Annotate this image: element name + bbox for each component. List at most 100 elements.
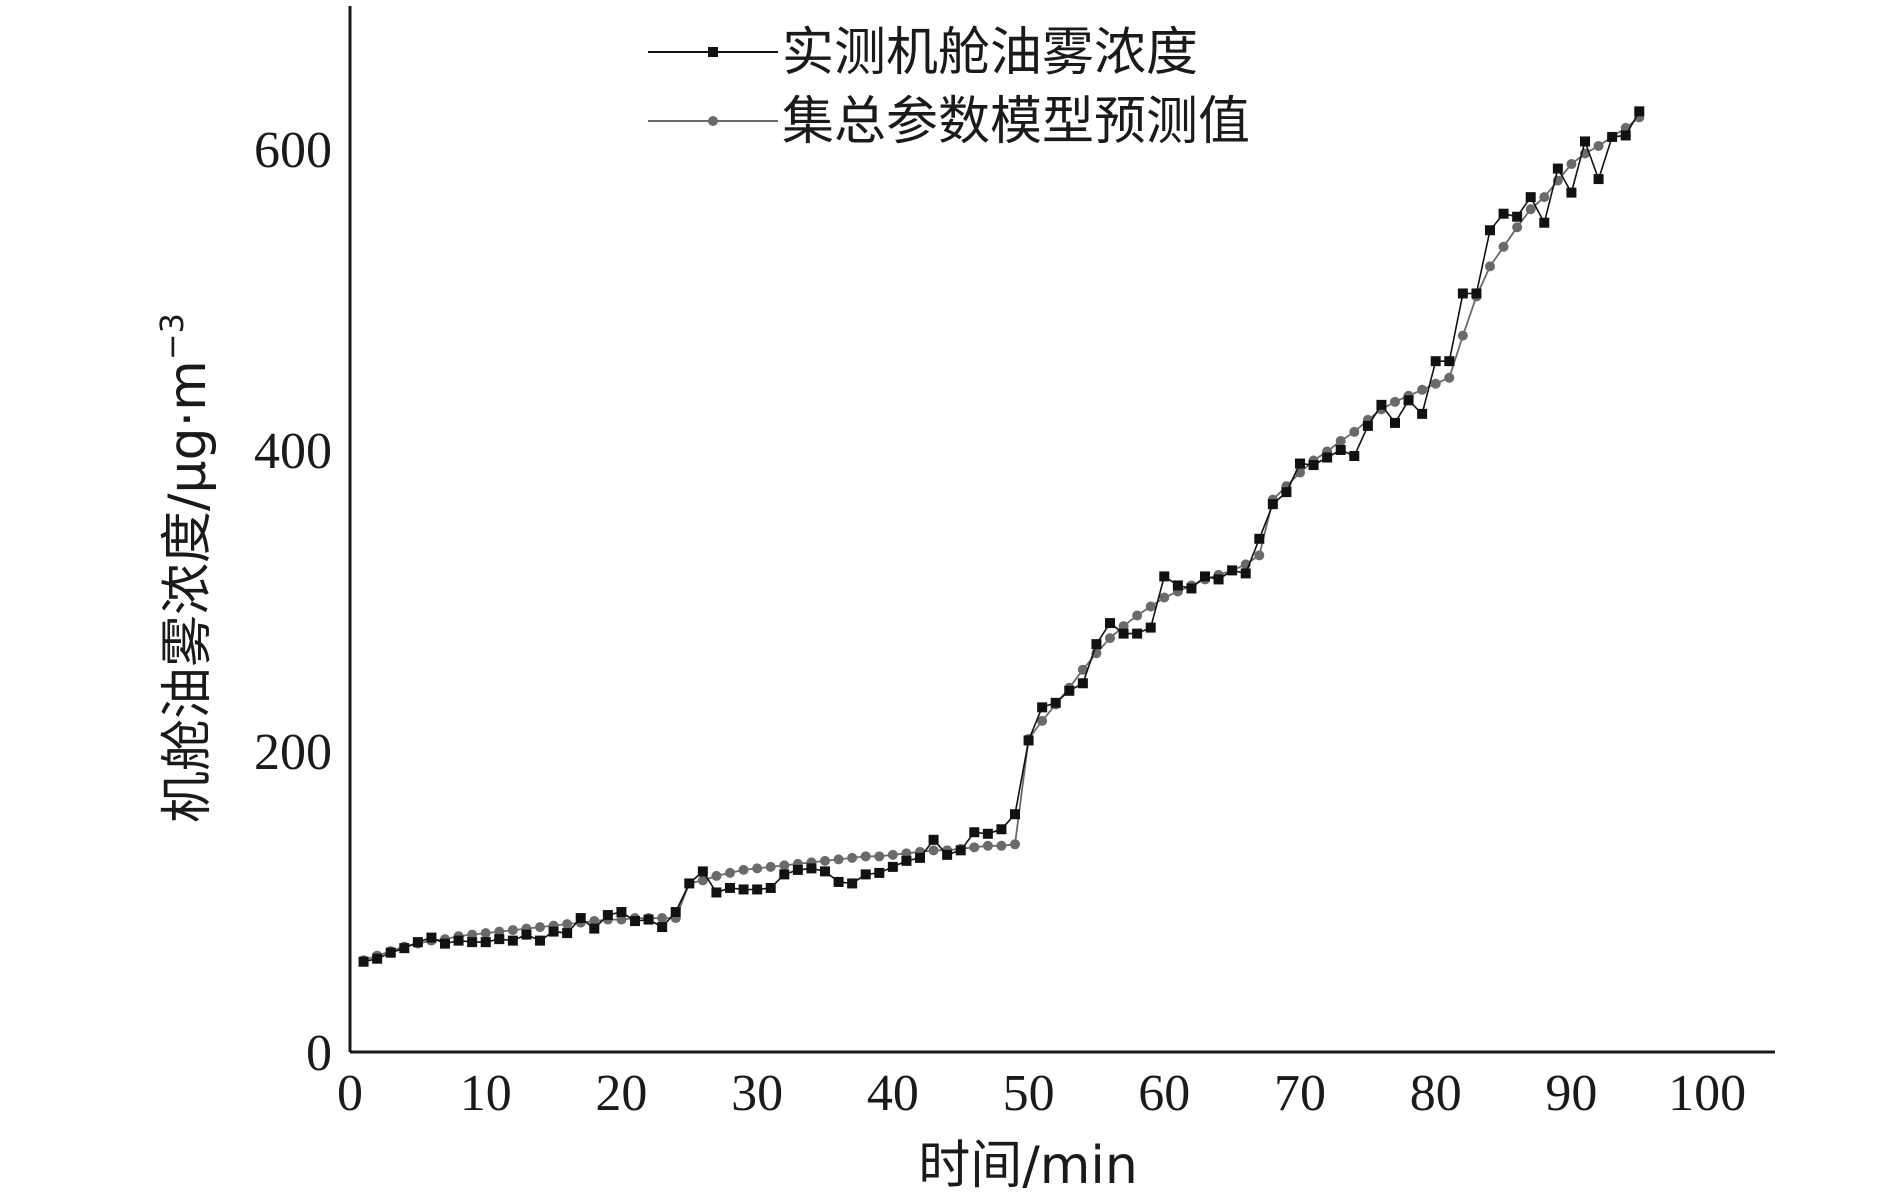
- data-point-measured: [1213, 574, 1224, 585]
- data-point-measured: [752, 884, 763, 895]
- data-point-predicted: [901, 848, 912, 859]
- data-point-measured: [1077, 678, 1088, 689]
- data-point-measured: [779, 869, 790, 880]
- data-point-measured: [1010, 809, 1020, 820]
- data-point-predicted: [725, 867, 735, 878]
- data-point-measured: [1539, 217, 1550, 228]
- data-point-measured: [358, 956, 369, 967]
- data-point-measured: [1050, 697, 1061, 708]
- data-point-predicted: [738, 864, 749, 875]
- data-point-measured: [1159, 571, 1170, 582]
- data-point-measured: [440, 938, 450, 949]
- x-tick-label: 70: [1274, 1065, 1326, 1122]
- data-point-predicted: [657, 913, 668, 924]
- data-point-measured: [1634, 106, 1645, 117]
- data-point-measured: [874, 867, 885, 878]
- data-point-measured: [1362, 420, 1373, 431]
- data-point-predicted: [1010, 839, 1020, 850]
- y-tick-label: 0: [306, 1025, 332, 1082]
- data-point-predicted: [928, 845, 939, 856]
- data-point-measured: [1471, 288, 1482, 299]
- data-point-measured: [1105, 618, 1115, 629]
- data-point-predicted: [494, 926, 505, 937]
- x-tick-label: 90: [1545, 1065, 1597, 1122]
- data-point-predicted: [1335, 435, 1346, 446]
- y-tick-label: 200: [254, 724, 332, 781]
- data-point-measured: [1376, 399, 1387, 410]
- data-point-predicted: [1254, 550, 1265, 561]
- data-point-predicted: [1417, 384, 1428, 395]
- data-point-measured: [860, 869, 871, 880]
- data-point-measured: [1295, 458, 1305, 469]
- data-point-measured: [1132, 628, 1143, 639]
- data-point-measured: [928, 834, 939, 845]
- data-point-measured: [372, 953, 383, 964]
- y-tick-labels: 0 200 400 600: [254, 122, 332, 1082]
- data-point-measured: [1091, 639, 1102, 650]
- y-tick-label: 400: [254, 423, 332, 480]
- data-point-predicted: [616, 914, 627, 925]
- data-point-predicted: [535, 922, 545, 933]
- data-point-measured: [1240, 568, 1251, 579]
- data-point-measured: [1267, 499, 1278, 510]
- data-point-predicted: [752, 863, 763, 874]
- data-point-measured: [657, 922, 668, 933]
- data-point-predicted: [1525, 204, 1536, 215]
- data-point-predicted: [1485, 261, 1495, 272]
- data-point-measured: [1498, 208, 1509, 219]
- data-point-predicted: [1077, 664, 1088, 675]
- y-axis-title-main: 机舱油雾浓度/μg·m: [158, 360, 218, 823]
- data-point-predicted: [1498, 241, 1509, 252]
- data-point-measured: [562, 928, 573, 939]
- data-point-measured: [630, 916, 640, 927]
- data-point-measured: [453, 935, 464, 946]
- data-point-measured: [996, 824, 1007, 835]
- data-point-measured: [467, 937, 478, 948]
- data-point-predicted: [1566, 159, 1577, 170]
- series-layer: [358, 106, 1645, 967]
- data-point-measured: [480, 937, 491, 948]
- data-point-predicted: [887, 849, 898, 860]
- data-point-measured: [1390, 417, 1400, 428]
- legend: 实测机舱油雾浓度 集总参数模型预测值: [648, 23, 1250, 152]
- data-point-measured: [1349, 451, 1360, 462]
- data-point-measured: [1444, 356, 1455, 367]
- y-axis-title: 机舱油雾浓度/μg·m−3: [153, 313, 218, 823]
- data-point-predicted: [1593, 140, 1604, 151]
- legend-label-predicted: 集总参数模型预测值: [782, 92, 1250, 152]
- legend-marker-measured: [708, 47, 718, 57]
- data-point-predicted: [1430, 378, 1441, 389]
- data-point-measured: [982, 828, 993, 839]
- data-point-measured: [1620, 130, 1631, 141]
- data-point-measured: [915, 852, 925, 863]
- data-point-measured: [1037, 702, 1048, 713]
- data-point-measured: [711, 887, 722, 898]
- x-tick-label: 50: [1003, 1065, 1055, 1122]
- data-point-measured: [1457, 288, 1468, 299]
- data-point-predicted: [1105, 633, 1115, 644]
- data-point-measured: [1512, 211, 1523, 222]
- x-tick-label: 0: [337, 1065, 363, 1122]
- data-point-measured: [955, 845, 966, 856]
- data-point-measured: [575, 913, 586, 924]
- data-point-measured: [942, 849, 953, 860]
- data-point-measured: [1580, 136, 1590, 147]
- data-point-predicted: [1145, 601, 1156, 612]
- data-point-predicted: [847, 852, 858, 863]
- data-point-predicted: [467, 929, 478, 940]
- y-axis-title-superscript: −3: [153, 313, 191, 360]
- series-measured: [358, 106, 1645, 967]
- data-point-predicted: [765, 861, 776, 872]
- data-point-measured: [792, 864, 803, 875]
- data-point-measured: [1023, 735, 1034, 746]
- data-point-measured: [1552, 163, 1563, 174]
- legend-marker-predicted: [708, 116, 718, 126]
- x-axis-title: 时间/min: [918, 1136, 1138, 1192]
- data-point-measured: [399, 943, 410, 954]
- data-point-predicted: [1539, 192, 1550, 203]
- x-tick-label: 10: [460, 1065, 512, 1122]
- data-point-measured: [1607, 131, 1618, 142]
- data-point-predicted: [589, 916, 600, 927]
- data-point-measured: [1200, 571, 1210, 582]
